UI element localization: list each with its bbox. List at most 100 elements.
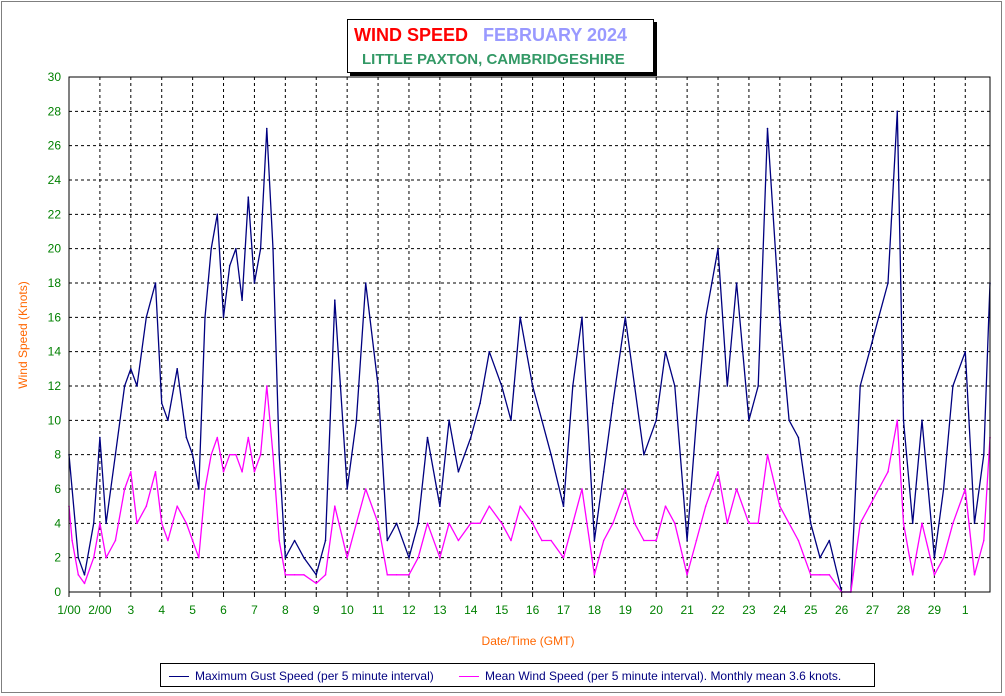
- gust-point: [315, 574, 318, 576]
- mean-point: [788, 522, 790, 525]
- mean-point: [71, 539, 73, 542]
- gust-point: [417, 522, 420, 525]
- mean-point: [911, 574, 914, 576]
- mean-point: [216, 436, 219, 439]
- mean-point: [952, 522, 954, 525]
- gust-point: [364, 282, 367, 284]
- y-tick-label: 8: [54, 448, 61, 462]
- gust-point: [259, 247, 262, 250]
- x-tick-label: 8: [282, 603, 289, 617]
- mean-point: [519, 505, 521, 508]
- gust-point: [797, 436, 800, 439]
- mean-point: [457, 539, 460, 542]
- gust-point: [983, 453, 985, 456]
- gust-point: [355, 419, 358, 422]
- gust-point: [228, 265, 231, 267]
- x-tick-label: 27: [866, 603, 880, 617]
- gust-point: [664, 350, 667, 353]
- mean-point: [364, 488, 367, 490]
- chart-axes: [68, 76, 991, 597]
- x-tick-label: 1/00: [57, 603, 81, 617]
- y-tick-label: 28: [48, 104, 62, 118]
- mean-point: [624, 488, 627, 490]
- gust-point: [395, 522, 398, 525]
- x-tick-label: 11: [372, 603, 385, 617]
- gust-point: [439, 505, 441, 508]
- gust-point: [952, 385, 954, 387]
- gust-point: [531, 385, 534, 387]
- mean-point: [123, 488, 126, 490]
- legend-item-gust: Maximum Gust Speed (per 5 minute interva…: [169, 669, 434, 683]
- mean-point: [664, 505, 667, 508]
- gust-point: [896, 110, 899, 113]
- gust-point: [572, 385, 574, 387]
- x-tick-label: 19: [619, 603, 633, 617]
- x-tick-label: 15: [495, 603, 509, 617]
- mean-point: [973, 574, 976, 576]
- legend-swatch-mean: [459, 676, 479, 678]
- mean-point: [581, 488, 583, 490]
- mean-point: [83, 582, 86, 585]
- y-tick-label: 2: [54, 551, 61, 565]
- gust-point: [500, 385, 503, 387]
- mean-point: [887, 471, 889, 473]
- mean-point: [241, 471, 243, 473]
- gust-point: [757, 385, 759, 387]
- mean-point: [448, 522, 450, 525]
- chart-title-box: WIND SPEED FEBRUARY 2024 LITTLE PAXTON, …: [347, 19, 654, 73]
- x-tick-label: 10: [340, 603, 354, 617]
- mean-point: [942, 556, 945, 559]
- gust-point: [562, 505, 565, 508]
- mean-point: [114, 539, 117, 542]
- gust-point: [448, 419, 450, 422]
- x-tick-label: 18: [588, 603, 602, 617]
- gust-point: [154, 282, 157, 284]
- gust-point: [726, 385, 729, 387]
- gust-point: [191, 453, 194, 456]
- gust-point: [541, 419, 543, 422]
- gust-point: [887, 282, 889, 284]
- gust-point: [123, 385, 126, 387]
- mean-point: [531, 522, 534, 525]
- gust-point: [973, 522, 976, 525]
- gust-point: [284, 556, 287, 559]
- mean-point: [130, 471, 132, 473]
- x-tick-label: 25: [804, 603, 818, 617]
- mean-point: [902, 522, 905, 525]
- mean-point: [896, 419, 899, 422]
- y-axis-label: Wind Speed (Knots): [16, 281, 30, 388]
- gust-point: [877, 316, 880, 319]
- mean-point: [797, 539, 800, 542]
- chart-location: LITTLE PAXTON, CAMBRIDGESHIRE: [362, 51, 625, 68]
- mean-point: [748, 522, 750, 525]
- mean-point: [674, 522, 676, 525]
- mean-point: [386, 574, 389, 576]
- mean-point: [284, 574, 287, 576]
- mean-point: [105, 556, 107, 559]
- mean-point: [303, 574, 305, 576]
- mean-point: [726, 522, 729, 525]
- mean-point: [686, 574, 688, 576]
- mean-point: [185, 522, 188, 525]
- x-tick-label: 20: [650, 603, 664, 617]
- gust-point: [71, 488, 73, 490]
- gust-point: [408, 556, 410, 559]
- y-tick-label: 20: [48, 242, 62, 256]
- x-tick-label: 6: [220, 603, 227, 617]
- gust-point: [426, 436, 429, 439]
- gust-point: [136, 385, 138, 387]
- mean-point: [868, 505, 871, 508]
- gust-point: [766, 127, 769, 130]
- x-tick-label: 23: [742, 603, 756, 617]
- x-tick-label: 4: [158, 603, 165, 617]
- mean-point: [259, 453, 262, 456]
- gust-point: [83, 574, 86, 576]
- gust-point: [145, 316, 148, 319]
- gust-point: [581, 316, 583, 319]
- mean-point: [355, 522, 358, 525]
- gust-point: [933, 556, 936, 559]
- gust-point: [704, 316, 707, 319]
- mean-point: [228, 453, 231, 456]
